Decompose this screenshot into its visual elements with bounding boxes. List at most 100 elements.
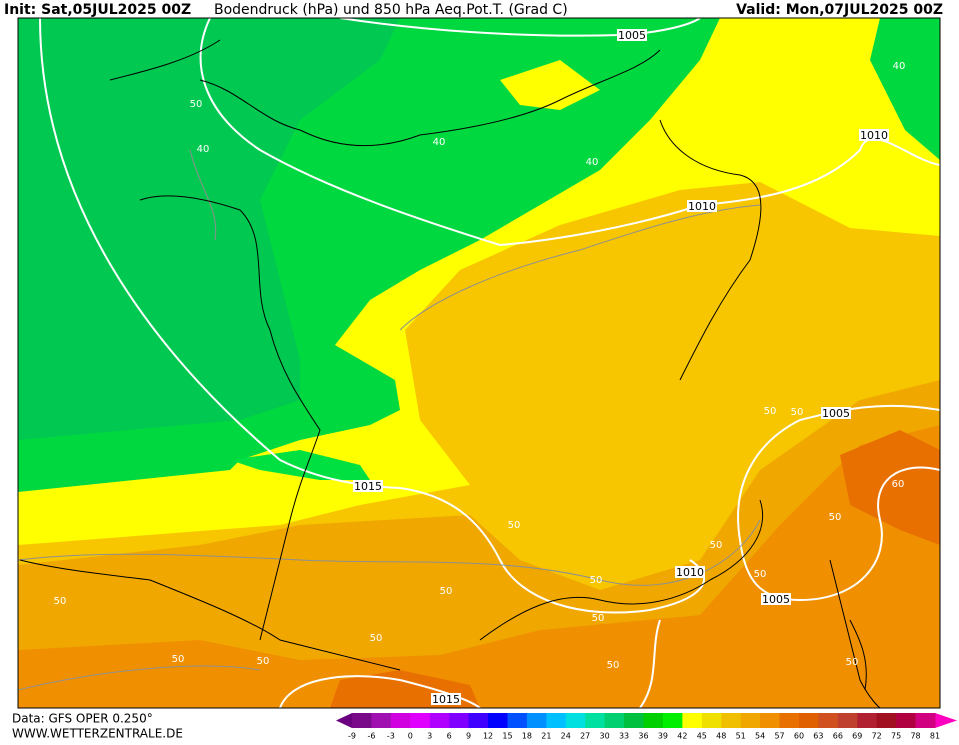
colorbar-segment	[526, 713, 547, 728]
colorbar-segment	[662, 713, 683, 728]
colorbar-label: 30	[600, 732, 610, 741]
colorbar-label: -9	[348, 732, 356, 741]
colorbar-label: 21	[541, 732, 551, 741]
colorbar-label: 57	[774, 732, 784, 741]
isotherm-label: 50	[590, 575, 603, 586]
coastline	[109, 39, 661, 147]
isotherm	[18, 665, 261, 691]
colorbar-label: 15	[502, 732, 512, 741]
isobar-label-box	[353, 480, 383, 492]
colorbar-segment	[449, 713, 470, 728]
colorbar-segment	[779, 713, 800, 728]
isotherm-label: 50	[846, 657, 859, 668]
field-green-dark	[18, 18, 400, 440]
isobar-label: 1005	[762, 593, 790, 606]
colorbar-segment	[429, 713, 450, 728]
field-orange-darker	[18, 425, 940, 708]
coastline	[139, 195, 321, 641]
colorbar-label: 81	[930, 732, 940, 741]
colorbar-label: 48	[716, 732, 726, 741]
colorbar-segment	[468, 713, 489, 728]
colorbar-segment	[837, 713, 858, 728]
isotherm-label: 50	[829, 512, 842, 523]
colorbar-segment	[643, 713, 664, 728]
isobar	[737, 404, 940, 602]
isobar-label: 1010	[688, 200, 716, 213]
isotherm-label: 40	[893, 61, 906, 72]
colorbar-segment	[565, 713, 586, 728]
data-source: Data: GFS OPER 0.250°	[12, 712, 153, 726]
contour-label-layer: 1005 1010 1010 1005 1015 1010 1005 1015 50 40 40 40…	[54, 29, 906, 706]
coastline	[479, 499, 764, 641]
colorbar-segment	[915, 713, 936, 728]
colorbar-label: 78	[910, 732, 920, 741]
isobar	[279, 675, 481, 708]
colorbar-segment	[546, 713, 567, 728]
isobar-label-box	[821, 407, 851, 419]
colorbar-segment	[488, 713, 508, 728]
field-orange-darkest	[840, 430, 940, 545]
isobar	[339, 18, 701, 37]
isotherm-label: 40	[433, 137, 446, 148]
coastline	[829, 559, 881, 708]
colorbar-segment	[818, 713, 839, 728]
colorbar-segment	[410, 713, 431, 728]
colorbar-label: 39	[658, 732, 668, 741]
isobar	[199, 18, 940, 247]
colorbar-label: 6	[447, 732, 452, 741]
isotherm-label: 50	[440, 586, 453, 597]
colorbar-label: 18	[522, 732, 532, 741]
colorbar: -9 -6 -3 0 3 6 9 12 15 18 21 24 27 30 33 36 39 42 45 48 51 54…	[336, 713, 957, 741]
isobar-label-box	[761, 593, 791, 605]
isobar-label: 1005	[618, 29, 646, 42]
isotherm-label: 50	[710, 540, 723, 551]
colorbar-segment	[352, 713, 372, 728]
map-frame	[17, 17, 941, 709]
isobar-label-box	[431, 693, 461, 705]
isobar-label-box	[859, 129, 889, 141]
map-title: Bodendruck (hPa) und 850 hPa Aeq.Pot.T. …	[214, 2, 568, 18]
isotherm-label: 50	[754, 569, 767, 580]
isotherm	[189, 149, 217, 241]
isobar	[639, 619, 661, 708]
isotherm-label: 40	[197, 144, 210, 155]
colorbar-over-arrow	[935, 713, 957, 728]
isotherm-label: 50	[370, 633, 383, 644]
colorbar-segment	[624, 713, 644, 728]
isotherm-label: 50	[592, 613, 605, 624]
field-green-light	[230, 450, 370, 480]
map-area: 1005 1010 1010 1005 1015 1010 1005 1015 50 40 40 40…	[18, 18, 940, 708]
colorbar-label: 63	[813, 732, 823, 741]
colorbar-segment	[371, 713, 392, 728]
website: WWW.WETTERZENTRALE.DE	[12, 727, 183, 741]
colorbar-label: 36	[638, 732, 648, 741]
colorbar-label: 27	[580, 732, 590, 741]
colorbar-label: -3	[387, 732, 395, 741]
isobar-label: 1005	[822, 407, 850, 420]
isobar-label-box	[687, 200, 717, 212]
colorbar-segment	[857, 713, 878, 728]
isobar-label: 1015	[354, 480, 382, 493]
colorbar-label: 9	[466, 732, 471, 741]
isotherm-label: 50	[54, 596, 67, 607]
valid-time: Valid: Mon,07JUL2025 00Z	[736, 2, 943, 18]
colorbar-segment	[507, 713, 528, 728]
field-green	[870, 18, 940, 160]
isotherm-label: 50	[607, 660, 620, 671]
border	[659, 119, 762, 381]
isotherm-label: 50	[257, 656, 270, 667]
colorbar-label: -6	[367, 732, 375, 741]
isotherm-label: 60	[892, 479, 905, 490]
field-yellow	[500, 60, 600, 110]
colorbar-label: 42	[677, 732, 687, 741]
colorbar-segment	[390, 713, 411, 728]
colorbar-label: 54	[755, 732, 765, 741]
isotherm-label: 50	[508, 520, 521, 531]
isotherm-label: 50	[190, 99, 203, 110]
colorbar-under-arrow	[336, 713, 352, 728]
isobar-label-box	[675, 566, 705, 578]
colorbar-label: 60	[794, 732, 804, 741]
isotherm	[399, 204, 761, 331]
colorbar-segment	[701, 713, 722, 728]
